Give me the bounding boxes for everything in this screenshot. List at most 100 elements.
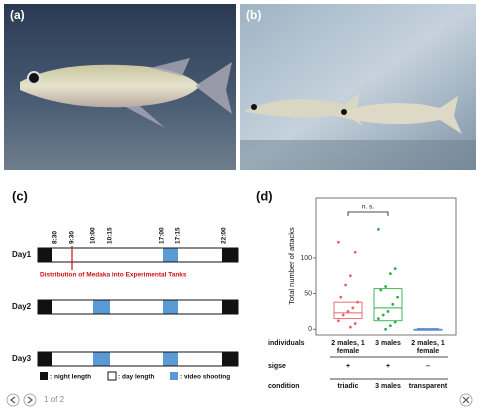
close-icon [462, 396, 470, 404]
plot-area [315, 197, 457, 336]
time-label: 17:15 [175, 227, 182, 244]
data-point [389, 324, 392, 328]
table-cell: + [345, 363, 351, 370]
day-bar [37, 299, 239, 315]
table-cell: 2 males, 1 female [331, 340, 365, 355]
data-point [337, 240, 340, 244]
data-point [349, 274, 352, 278]
day-label: Day2 [12, 302, 32, 311]
row-label: condition [268, 383, 300, 390]
video-block [163, 300, 178, 314]
next-icon [27, 396, 33, 404]
data-point [353, 322, 357, 325]
data-point [421, 327, 425, 331]
night-block [222, 248, 238, 262]
data-point [433, 327, 437, 331]
day-label: Day1 [12, 250, 32, 259]
data-point [393, 320, 397, 324]
data-point [417, 327, 420, 331]
data-point [391, 302, 395, 306]
data-point [377, 317, 380, 320]
data-point [346, 310, 350, 313]
video-block [93, 352, 110, 366]
tank-bottom [240, 140, 476, 170]
data-point [389, 272, 392, 276]
data-point [396, 295, 399, 299]
panel-label: (c) [12, 188, 28, 203]
fish-tail [195, 62, 232, 114]
time-label: 9:30 [69, 231, 76, 244]
y-tick-label: 50 [304, 290, 312, 297]
data-point [356, 300, 359, 304]
box [333, 301, 363, 320]
timeline: 8:30 9:30 10:00 10:15 17:00 17:15 22:00 Day1 Day… [12, 227, 239, 367]
row-label: sigse [268, 363, 286, 370]
data-point [381, 313, 385, 317]
row-label: individuals [268, 340, 305, 347]
significance-bracket [347, 211, 389, 216]
panel-label: (a) [10, 8, 25, 22]
table-cell: transparent [408, 383, 448, 390]
time-label: 10:15 [107, 227, 114, 244]
legend-swatch [107, 371, 117, 381]
data-point [344, 283, 347, 287]
video-block [163, 352, 178, 366]
panel-label: (b) [246, 8, 261, 22]
fin [120, 104, 165, 128]
legend-label: : day length [118, 374, 155, 381]
page-indicator: 1 of 2 [44, 395, 65, 404]
time-label: 17:00 [159, 227, 166, 244]
legend-swatch [40, 372, 48, 380]
video-block [93, 300, 110, 314]
y-tick-label: 0 [308, 326, 312, 333]
time-label: 22:00 [221, 227, 228, 244]
data-point [351, 306, 355, 310]
day-bar [37, 351, 239, 367]
data-point [393, 267, 397, 271]
data-point [436, 327, 439, 331]
data-point [349, 325, 352, 329]
legend-swatch [170, 372, 178, 380]
y-tick-label: 100 [300, 255, 312, 262]
table-cell: – [426, 363, 430, 370]
data-point [337, 319, 340, 323]
data-point [426, 327, 430, 331]
night-block [38, 352, 52, 366]
data-point [379, 288, 383, 292]
night-block [222, 352, 238, 366]
fish [336, 96, 462, 134]
table-cell: 2 males, 1 female [411, 340, 445, 355]
data-point [386, 310, 390, 313]
legend-label: : night length [50, 374, 91, 381]
day-label: Day3 [12, 354, 32, 363]
next-button[interactable] [23, 393, 37, 407]
data-point [339, 295, 343, 299]
video-block [163, 248, 178, 262]
fish [20, 64, 200, 108]
data-point [341, 313, 345, 317]
data-point [384, 285, 387, 288]
data-point [353, 250, 357, 254]
panel-label: (d) [256, 188, 273, 203]
legend-label: : video shooting [180, 374, 230, 381]
annotation: n. s. [362, 204, 374, 211]
day-bar [37, 247, 239, 263]
data-point [424, 327, 427, 331]
night-block [38, 300, 52, 314]
time-label: 8:30 [52, 231, 59, 244]
time-label: 10:00 [90, 227, 97, 244]
fish [246, 92, 362, 126]
table-cell: 3 males [375, 340, 401, 347]
prev-button[interactable] [6, 393, 20, 407]
fin [150, 58, 190, 76]
fish-eye [251, 104, 257, 110]
fish-eye [27, 71, 41, 85]
fish-eye [341, 109, 347, 115]
box [373, 288, 403, 322]
table-cell: 3 males [375, 383, 401, 390]
table-cell: triadic [337, 383, 359, 390]
night-block [38, 248, 52, 262]
table-cell: + [385, 363, 391, 370]
